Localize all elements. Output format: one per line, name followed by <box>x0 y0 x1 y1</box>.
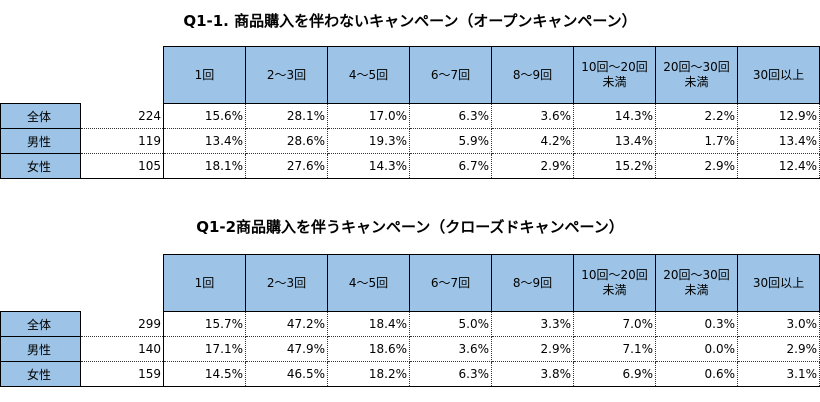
percent-cell: 12.9% <box>737 103 820 129</box>
table1-header-row: 1回 2〜3回 4〜5回 6〜7回 8〜9回 10回〜20回 未満 20回〜30回 未満 30回以… <box>0 46 820 104</box>
percent-cell: 7.0% <box>573 311 656 337</box>
percent-cell: 0.6% <box>655 361 738 387</box>
table1-title: Q1-1. 商品購入を伴わないキャンペーン（オープンキャンペーン） <box>183 12 637 30</box>
percent-cell: 18.2% <box>327 361 410 387</box>
percent-cell: 7.1% <box>573 336 656 362</box>
percent-cell: 18.1% <box>163 153 246 179</box>
column-header: 1回 <box>163 254 246 312</box>
table-row: 全体 224 15.6% 28.1% 17.0% 6.3% 3.6% 14.3% 2.2% 12.… <box>0 103 820 129</box>
sample-count: 159 <box>80 361 164 387</box>
percent-cell: 47.2% <box>245 311 328 337</box>
percent-cell: 13.4% <box>737 128 820 154</box>
percent-cell: 2.9% <box>491 153 574 179</box>
percent-cell: 18.4% <box>327 311 410 337</box>
table2: 1回 2〜3回 4〜5回 6〜7回 8〜9回 10回〜20回 未満 20回〜30回 未満 30回以… <box>0 254 820 387</box>
percent-cell: 6.3% <box>409 103 492 129</box>
percent-cell: 2.9% <box>737 336 820 362</box>
percent-cell: 15.7% <box>163 311 246 337</box>
column-header: 1回 <box>163 46 246 104</box>
table2-title: Q1-2商品購入を伴うキャンペーン（クローズドキャンペーン） <box>196 218 624 236</box>
percent-cell: 5.9% <box>409 128 492 154</box>
sample-count: 299 <box>80 311 164 337</box>
header-spacer <box>80 254 164 312</box>
header-spacer <box>0 46 81 104</box>
percent-cell: 17.1% <box>163 336 246 362</box>
sample-count: 224 <box>80 103 164 129</box>
column-header: 10回〜20回 未満 <box>573 46 656 104</box>
column-header: 2〜3回 <box>245 46 328 104</box>
column-header: 20回〜30回 未満 <box>655 254 738 312</box>
column-header: 30回以上 <box>737 46 820 104</box>
percent-cell: 0.3% <box>655 311 738 337</box>
sample-count: 119 <box>80 128 164 154</box>
percent-cell: 3.3% <box>491 311 574 337</box>
column-header: 4〜5回 <box>327 254 410 312</box>
column-header: 10回〜20回 未満 <box>573 254 656 312</box>
row-label: 女性 <box>0 153 81 179</box>
percent-cell: 4.2% <box>491 128 574 154</box>
table2-body: 全体 299 15.7% 47.2% 18.4% 5.0% 3.3% 7.0% 0.3% 3.0%… <box>0 311 820 387</box>
column-header: 6〜7回 <box>409 254 492 312</box>
percent-cell: 12.4% <box>737 153 820 179</box>
header-spacer <box>80 46 164 104</box>
percent-cell: 1.7% <box>655 128 738 154</box>
table-row: 男性 140 17.1% 47.9% 18.6% 3.6% 2.9% 7.1% 0.0% 2.9% <box>0 336 820 362</box>
percent-cell: 6.9% <box>573 361 656 387</box>
table-row: 男性 119 13.4% 28.6% 19.3% 5.9% 4.2% 13.4% 1.7% 13.… <box>0 128 820 154</box>
percent-cell: 6.3% <box>409 361 492 387</box>
percent-cell: 3.6% <box>491 103 574 129</box>
sample-count: 140 <box>80 336 164 362</box>
column-header: 8〜9回 <box>491 254 574 312</box>
row-label: 女性 <box>0 361 81 387</box>
percent-cell: 2.9% <box>491 336 574 362</box>
header-spacer <box>0 254 81 312</box>
percent-cell: 3.8% <box>491 361 574 387</box>
percent-cell: 17.0% <box>327 103 410 129</box>
column-header: 20回〜30回 未満 <box>655 46 738 104</box>
percent-cell: 14.5% <box>163 361 246 387</box>
column-header: 30回以上 <box>737 254 820 312</box>
percent-cell: 0.0% <box>655 336 738 362</box>
percent-cell: 14.3% <box>327 153 410 179</box>
percent-cell: 15.2% <box>573 153 656 179</box>
percent-cell: 3.6% <box>409 336 492 362</box>
row-label: 全体 <box>0 311 81 337</box>
percent-cell: 28.1% <box>245 103 328 129</box>
row-label: 全体 <box>0 103 81 129</box>
column-header: 2〜3回 <box>245 254 328 312</box>
percent-cell: 2.9% <box>655 153 738 179</box>
column-header: 6〜7回 <box>409 46 492 104</box>
table1: 1回 2〜3回 4〜5回 6〜7回 8〜9回 10回〜20回 未満 20回〜30回 未満 30回以… <box>0 46 820 179</box>
percent-cell: 5.0% <box>409 311 492 337</box>
percent-cell: 13.4% <box>163 128 246 154</box>
percent-cell: 6.7% <box>409 153 492 179</box>
percent-cell: 14.3% <box>573 103 656 129</box>
table-row: 女性 105 18.1% 27.6% 14.3% 6.7% 2.9% 15.2% 2.9% 12.… <box>0 153 820 179</box>
percent-cell: 28.6% <box>245 128 328 154</box>
percent-cell: 13.4% <box>573 128 656 154</box>
percent-cell: 2.2% <box>655 103 738 129</box>
table1-body: 全体 224 15.6% 28.1% 17.0% 6.3% 3.6% 14.3% 2.2% 12.… <box>0 103 820 179</box>
percent-cell: 19.3% <box>327 128 410 154</box>
column-header: 8〜9回 <box>491 46 574 104</box>
table-row: 全体 299 15.7% 47.2% 18.4% 5.0% 3.3% 7.0% 0.3% 3.0% <box>0 311 820 337</box>
percent-cell: 3.0% <box>737 311 820 337</box>
row-label: 男性 <box>0 336 81 362</box>
sample-count: 105 <box>80 153 164 179</box>
table-row: 女性 159 14.5% 46.5% 18.2% 6.3% 3.8% 6.9% 0.6% 3.1% <box>0 361 820 387</box>
percent-cell: 18.6% <box>327 336 410 362</box>
percent-cell: 46.5% <box>245 361 328 387</box>
percent-cell: 47.9% <box>245 336 328 362</box>
percent-cell: 3.1% <box>737 361 820 387</box>
row-label: 男性 <box>0 128 81 154</box>
column-header: 4〜5回 <box>327 46 410 104</box>
percent-cell: 15.6% <box>163 103 246 129</box>
percent-cell: 27.6% <box>245 153 328 179</box>
table2-header-row: 1回 2〜3回 4〜5回 6〜7回 8〜9回 10回〜20回 未満 20回〜30回 未満 30回以… <box>0 254 820 312</box>
